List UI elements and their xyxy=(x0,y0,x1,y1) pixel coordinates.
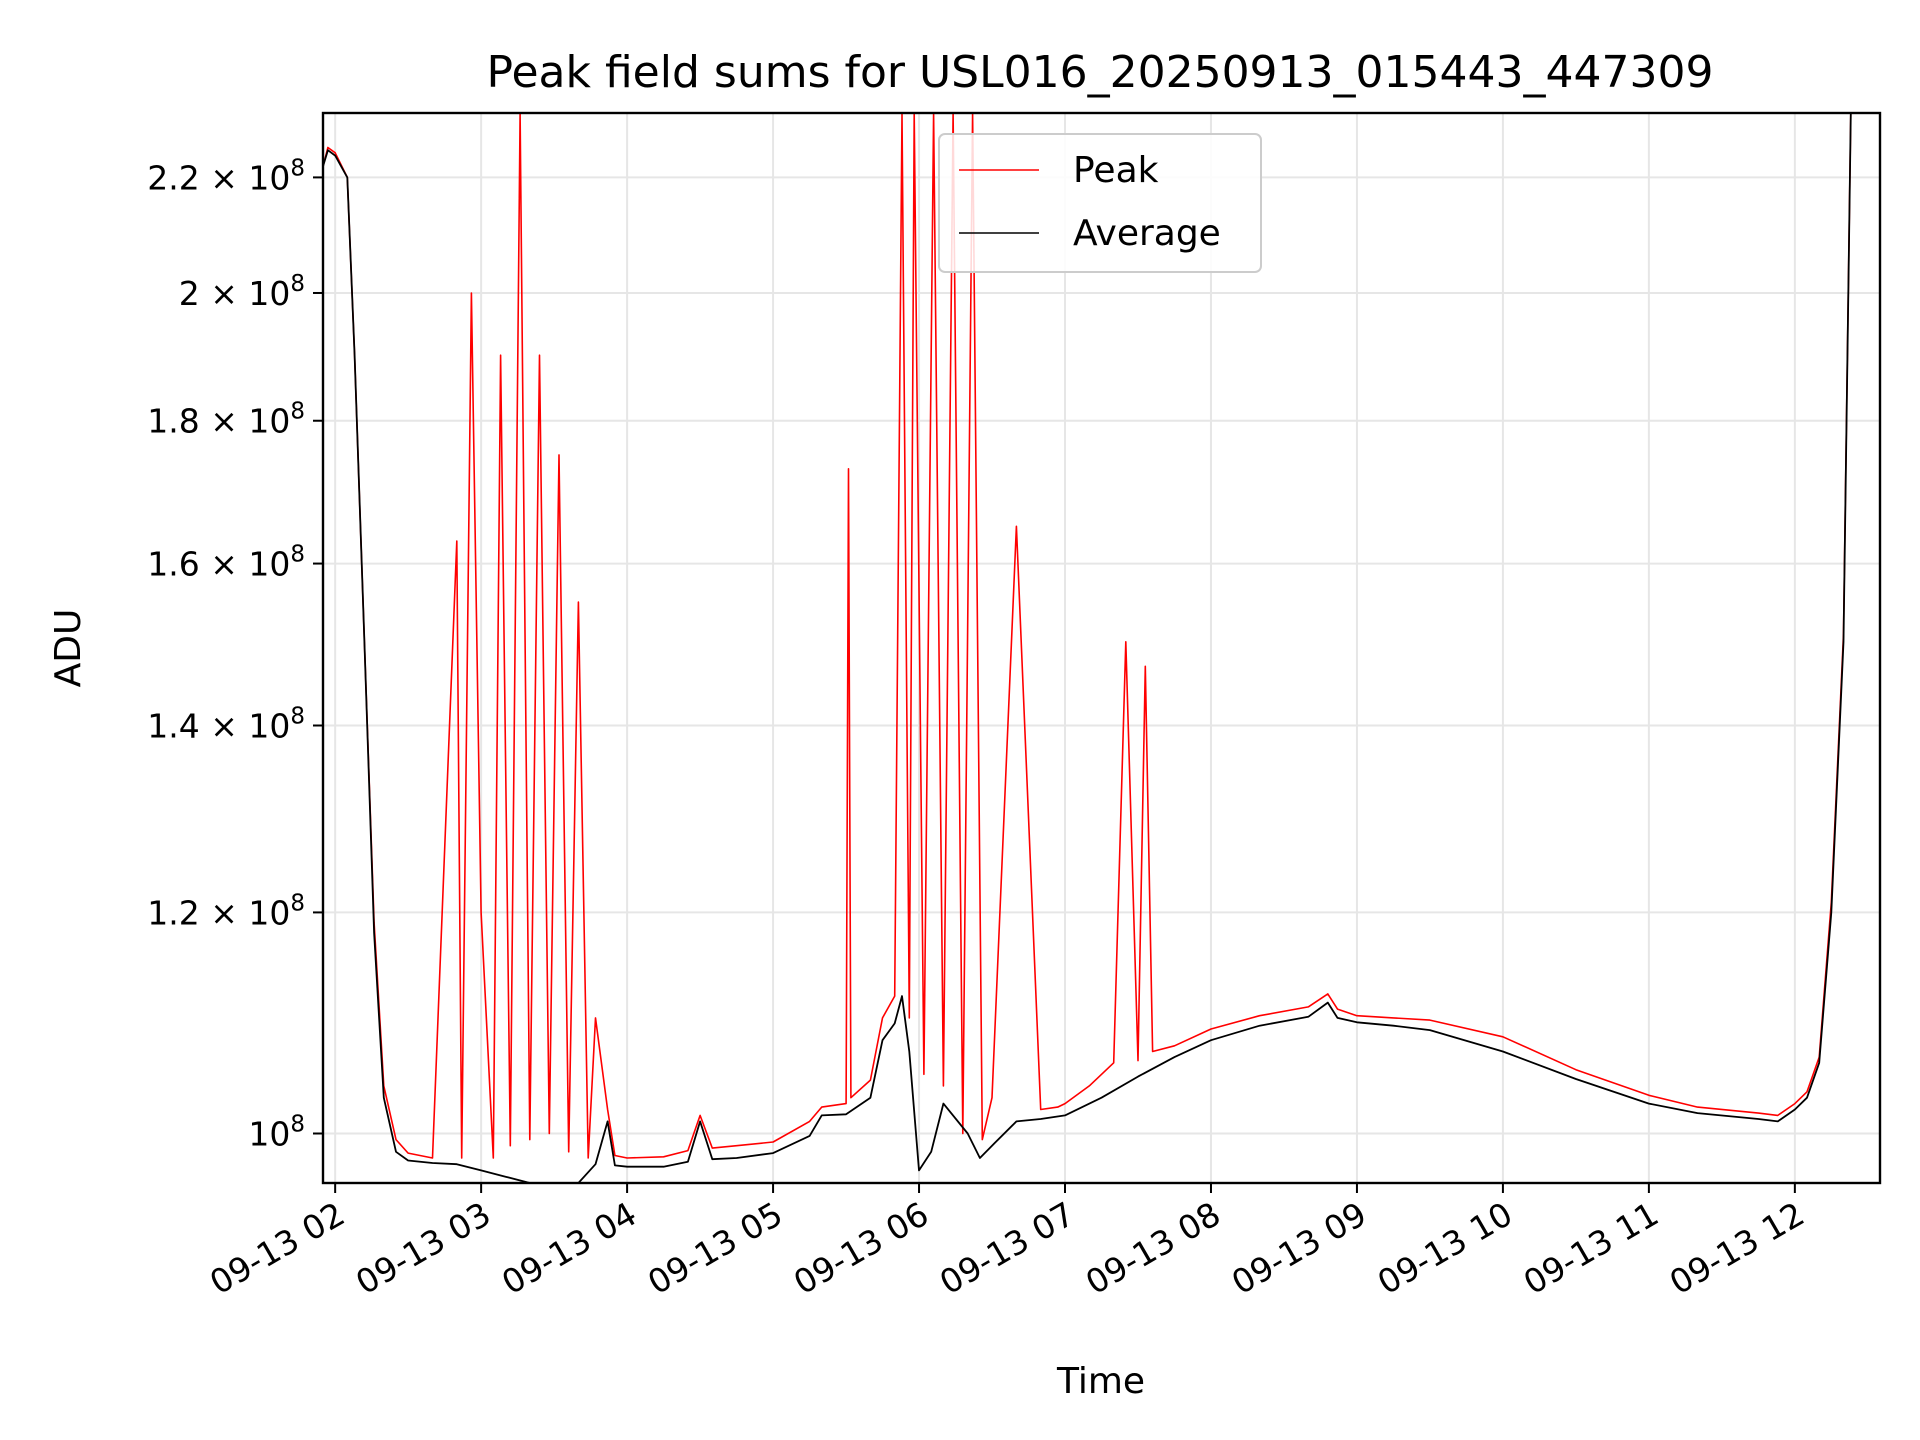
y-tick-label: 1.8 × 108 xyxy=(147,399,305,441)
x-axis-label: Time xyxy=(1056,1361,1145,1402)
series-line-peak xyxy=(323,113,1852,1159)
y-tick-label: 2.2 × 108 xyxy=(147,155,305,197)
legend-box xyxy=(938,133,1262,273)
y-axis-label: ADU xyxy=(48,609,89,688)
series-layer xyxy=(323,113,1852,1183)
chart-title: Peak field sums for USL016_20250913_0154… xyxy=(487,47,1714,98)
y-tick-label: 1.2 × 108 xyxy=(147,890,305,932)
series-line-average xyxy=(323,113,1852,1183)
plot-frame xyxy=(321,111,1882,1185)
y-tick-label: 1.6 × 108 xyxy=(147,542,305,584)
y-tick-label: 108 xyxy=(248,1111,305,1153)
y-tick-label: 1.4 × 108 xyxy=(147,703,305,745)
y-tick-label: 2 × 108 xyxy=(179,271,305,313)
y-axis: 108 1.2 × 108 1.4 × 108 1.6 × 108 1.8 × 108 2… xyxy=(147,155,323,1153)
legend-label-average: Average xyxy=(1073,213,1221,254)
legend-label-peak: Peak xyxy=(1073,150,1159,191)
grid xyxy=(323,113,1880,1183)
legend[interactable]: Peak Average xyxy=(938,133,1262,273)
